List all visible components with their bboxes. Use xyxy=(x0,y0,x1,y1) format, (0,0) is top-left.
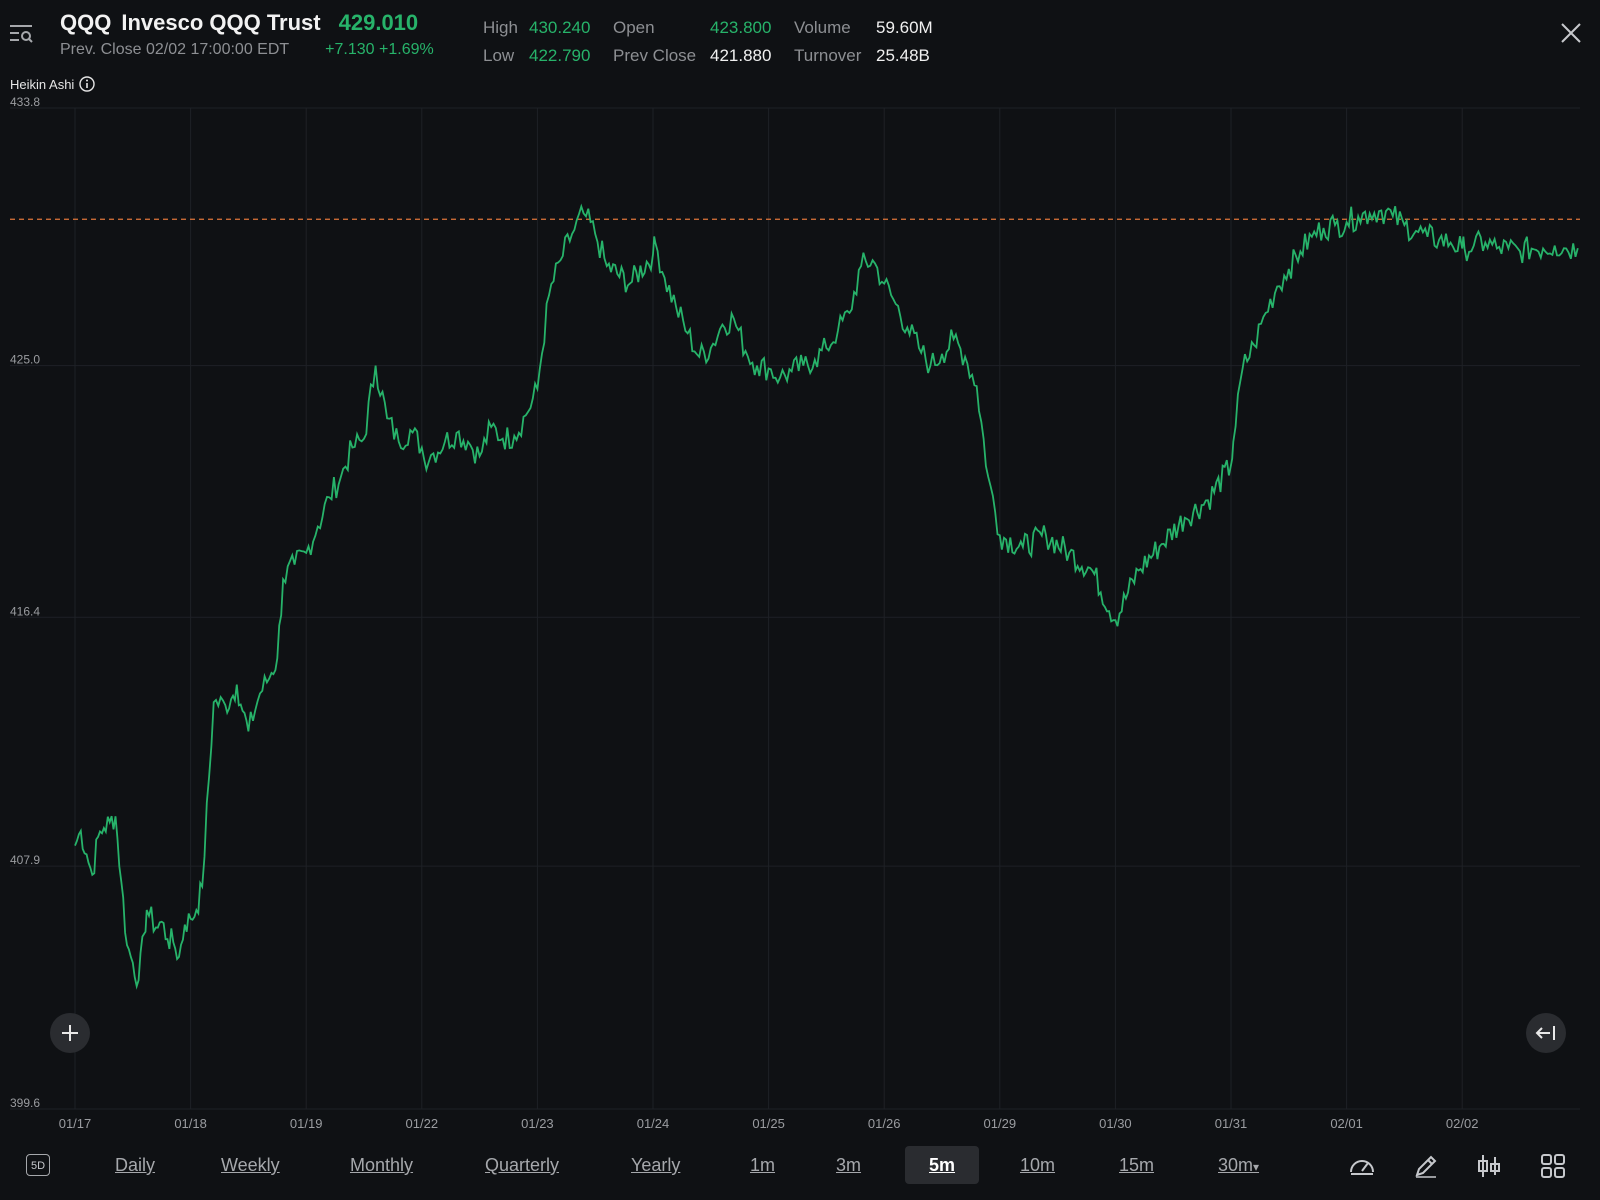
tab-10m[interactable]: 10m xyxy=(1020,1155,1056,1175)
add-indicator-button[interactable] xyxy=(50,1013,90,1053)
x-tick-label: 01/31 xyxy=(1215,1116,1248,1131)
grid-icon[interactable] xyxy=(1539,1152,1567,1180)
y-tick-label: 399.6 xyxy=(10,1096,40,1110)
indicator-name: Heikin Ashi xyxy=(10,76,75,92)
x-tick-label: 01/26 xyxy=(868,1116,901,1131)
dropdown-arrow-icon: ▾ xyxy=(1253,1160,1260,1174)
tab-monthly[interactable]: Monthly xyxy=(350,1155,414,1175)
price-series-line xyxy=(74,203,1579,990)
close-icon[interactable] xyxy=(1560,22,1582,44)
tab-daily[interactable]: Daily xyxy=(115,1155,156,1175)
x-tick-label: 01/18 xyxy=(174,1116,207,1131)
y-tick-label: 407.9 xyxy=(10,853,40,867)
x-tick-label: 02/02 xyxy=(1446,1116,1479,1131)
x-tick-label: 01/23 xyxy=(521,1116,554,1131)
x-tick-label: 01/19 xyxy=(290,1116,323,1131)
x-tick-label: 01/22 xyxy=(406,1116,439,1131)
volume-value: 59.60M xyxy=(876,18,933,37)
chart-type-icon[interactable] xyxy=(1475,1152,1503,1180)
prev-close-label: Prev Close xyxy=(613,46,697,65)
y-tick-label: 425.0 xyxy=(10,353,40,367)
tab-quarterly[interactable]: Quarterly xyxy=(485,1155,560,1175)
turnover-label: Turnover xyxy=(794,46,862,65)
price-chart[interactable]: 433.8 425.0 416.4 407.9 399.6 01/17 01/18 01/19… xyxy=(0,96,1600,1136)
jump-to-latest-icon xyxy=(1535,1026,1555,1040)
range-badge-5d[interactable]: 5D xyxy=(26,1154,50,1176)
x-tick-label: 01/30 xyxy=(1099,1116,1132,1131)
high-value: 430.240 xyxy=(529,18,591,37)
x-tick-label: 01/24 xyxy=(637,1116,670,1131)
quote-stats: High 430.240 Open 423.800 Volume 59.60M … xyxy=(483,14,933,70)
volume-label: Volume xyxy=(794,18,851,37)
plus-icon xyxy=(62,1025,78,1041)
prev-close-time: Prev. Close 02/02 17:00:00 EDT xyxy=(60,41,290,58)
x-tick-label: 01/25 xyxy=(752,1116,785,1131)
y-tick-label: 416.4 xyxy=(10,604,40,618)
tab-30m[interactable]: 30m▾ xyxy=(1218,1146,1259,1184)
ticker-block: QQQ Invesco QQQ Trust 429.010 Prev. Clos… xyxy=(60,10,434,59)
last-price: 429.010 xyxy=(338,10,419,35)
tab-3m[interactable]: 3m xyxy=(836,1155,862,1175)
open-label: Open xyxy=(613,18,655,37)
open-value: 423.800 xyxy=(710,18,772,37)
tab-15m[interactable]: 15m xyxy=(1119,1155,1155,1175)
chart-toolbar: 5D Daily Weekly Monthly Quarterly Yearly… xyxy=(0,1146,1600,1186)
x-tick-label: 02/01 xyxy=(1330,1116,1363,1131)
ticker-symbol: QQQ xyxy=(60,10,112,35)
prev-close-value: 421.880 xyxy=(710,46,772,65)
tab-yearly[interactable]: Yearly xyxy=(631,1155,681,1175)
tab-weekly[interactable]: Weekly xyxy=(221,1155,280,1175)
tab-5m[interactable]: 5m xyxy=(905,1146,980,1184)
low-value: 422.790 xyxy=(529,46,591,65)
tab-1m[interactable]: 1m xyxy=(750,1155,776,1175)
speedometer-icon[interactable] xyxy=(1348,1152,1376,1180)
price-change: +7.130 xyxy=(325,41,375,58)
quote-header: QQQ Invesco QQQ Trust 429.010 Prev. Clos… xyxy=(0,0,1600,80)
ticker-name: Invesco QQQ Trust xyxy=(121,10,321,35)
indicator-label[interactable]: Heikin Ashi xyxy=(10,76,96,92)
high-label: High xyxy=(483,18,518,37)
jump-to-latest-button[interactable] xyxy=(1526,1013,1566,1053)
pencil-icon[interactable] xyxy=(1412,1152,1440,1180)
y-tick-label: 433.8 xyxy=(10,96,40,109)
menu-search-icon[interactable] xyxy=(8,22,34,44)
x-tick-label: 01/17 xyxy=(59,1116,92,1131)
tab-30m-label: 30m xyxy=(1218,1155,1254,1175)
info-icon[interactable] xyxy=(79,76,96,92)
turnover-value: 25.48B xyxy=(876,46,930,65)
x-tick-label: 01/29 xyxy=(984,1116,1017,1131)
price-change-pct: +1.69% xyxy=(379,41,434,58)
low-label: Low xyxy=(483,46,515,65)
